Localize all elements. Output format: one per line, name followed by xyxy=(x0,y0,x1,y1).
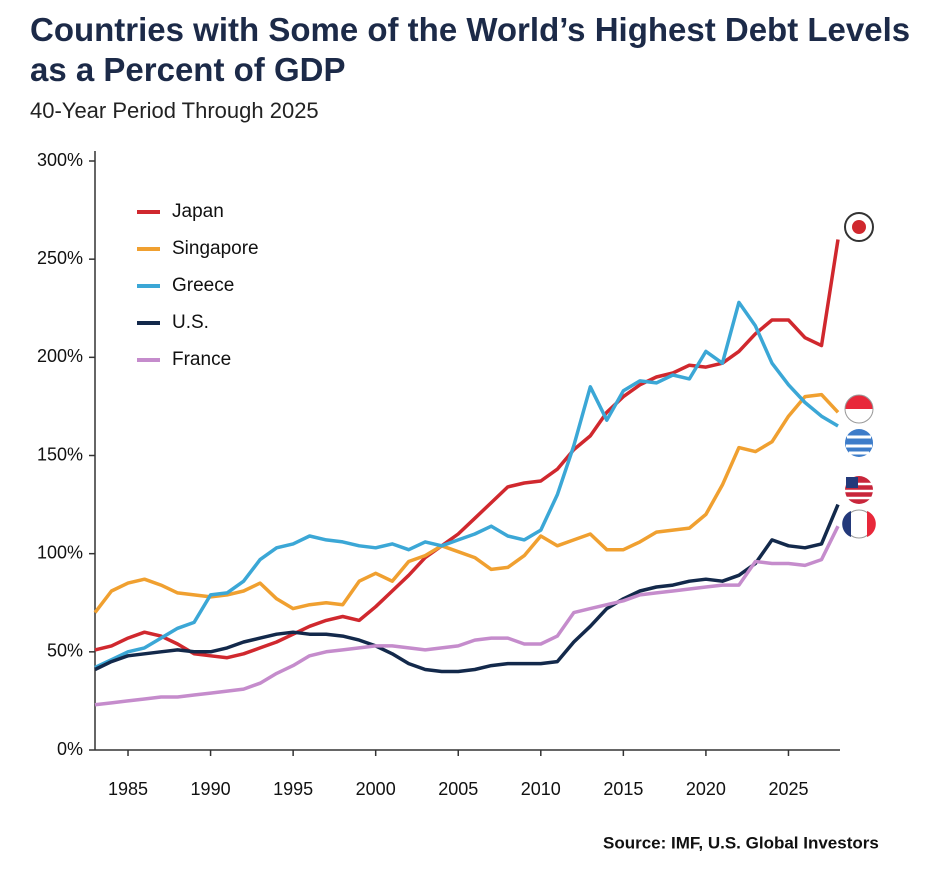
chart-subtitle: 40-Year Period Through 2025 xyxy=(30,98,319,123)
flags xyxy=(842,212,876,539)
flag-singapore-ring xyxy=(844,394,874,424)
title-text-line2: as a Percent of GDP xyxy=(30,51,345,88)
flag-japan-dot xyxy=(852,220,866,234)
chart-title: Countries with Some of the World’s Highe… xyxy=(30,11,910,88)
line-series xyxy=(93,392,840,614)
x-tick-label: 2000 xyxy=(356,779,396,799)
y-tick-label: 250% xyxy=(37,248,83,268)
y-tick-label: 150% xyxy=(37,444,83,464)
x-tick-label: 2020 xyxy=(686,779,726,799)
title-text: Countries with Some of the World’s Highe… xyxy=(30,11,910,48)
x-tick-label: 2015 xyxy=(603,779,643,799)
line-series xyxy=(94,300,839,670)
flag-france-blue xyxy=(842,511,851,537)
x-tick-label: 1985 xyxy=(108,779,148,799)
source: Source: IMF, U.S. Global Investors xyxy=(603,833,879,852)
y-tick-label: 0% xyxy=(57,739,83,759)
flag-us-canton xyxy=(846,477,858,488)
legend-label: Japan xyxy=(172,201,224,222)
x-tick-label: 2010 xyxy=(521,779,561,799)
legend-label: U.S. xyxy=(172,312,209,333)
line-series xyxy=(94,503,840,674)
line-series xyxy=(94,239,840,660)
line-series xyxy=(94,525,840,707)
x-tick-label: 2005 xyxy=(438,779,478,799)
y-tick-label: 200% xyxy=(37,346,83,366)
flag-greece-stripes xyxy=(846,435,872,455)
x-tick-label: 1995 xyxy=(273,779,313,799)
legend-label: France xyxy=(172,349,231,370)
flag-singapore-white xyxy=(845,409,873,423)
legend-label: Singapore xyxy=(172,238,259,259)
x-tick-label: 1990 xyxy=(191,779,231,799)
y-tick-label: 100% xyxy=(37,542,83,562)
legend-label: Greece xyxy=(172,275,234,296)
y-tick-label: 300% xyxy=(37,150,83,170)
y-tick-label: 50% xyxy=(47,641,83,661)
x-tick-label: 2025 xyxy=(768,779,808,799)
flag-france-red xyxy=(867,511,876,537)
